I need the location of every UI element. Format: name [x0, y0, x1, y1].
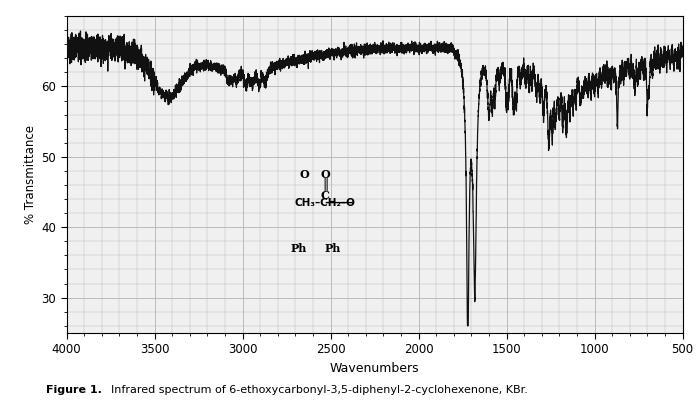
X-axis label: Wavenumbers: Wavenumbers — [330, 362, 419, 375]
Text: Ph: Ph — [324, 243, 340, 254]
Text: O: O — [299, 169, 309, 180]
Text: Figure 1.: Figure 1. — [46, 385, 102, 395]
Text: ‖: ‖ — [322, 178, 328, 192]
Text: C: C — [321, 190, 330, 201]
Text: Infrared spectrum of 6-ethoxycarbonyl-3,5-diphenyl-2-cyclohexenone, KBr.: Infrared spectrum of 6-ethoxycarbonyl-3,… — [104, 385, 528, 395]
Text: O: O — [321, 169, 330, 180]
Y-axis label: % Transmittance: % Transmittance — [24, 125, 37, 224]
Text: Ph: Ph — [290, 243, 307, 254]
Text: CH₃–CH₂–O: CH₃–CH₂–O — [294, 198, 355, 208]
